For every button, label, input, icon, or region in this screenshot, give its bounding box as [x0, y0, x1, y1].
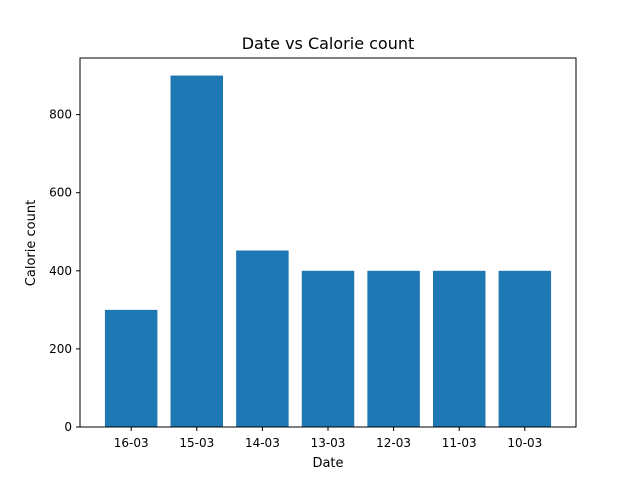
bar-12-03 — [367, 270, 420, 427]
y-tick-label: 0 — [64, 420, 72, 434]
bar-13-03 — [301, 270, 355, 427]
bar-16-03 — [104, 309, 158, 427]
x-axis-label: Date — [312, 456, 343, 471]
x-axis-ticks: 16-03 15-03 14-03 13-03 12-03 11-03 10-03 — [114, 427, 542, 450]
bars-layer — [104, 75, 552, 428]
y-tick-label: 600 — [49, 186, 72, 200]
bar-15-03 — [170, 75, 224, 428]
y-tick-label: 200 — [49, 342, 72, 356]
y-tick-label: 800 — [49, 108, 72, 122]
y-axis-ticks: 0 200 400 600 800 — [49, 108, 80, 434]
x-tick-label: 10-03 — [507, 436, 542, 450]
bar-10-03 — [498, 270, 552, 427]
bar-11-03 — [432, 270, 486, 427]
x-tick-label: 15-03 — [179, 436, 214, 450]
plot-frame — [79, 57, 577, 428]
x-tick-label: 14-03 — [245, 436, 280, 450]
x-tick-label: 11-03 — [442, 436, 477, 450]
chart-title: Date vs Calorie count — [242, 34, 415, 53]
x-tick-label: 16-03 — [114, 436, 149, 450]
y-tick-label: 400 — [49, 264, 72, 278]
y-axis-label: Calorie count — [24, 200, 39, 286]
x-tick-label: 13-03 — [311, 436, 346, 450]
x-tick-label: 12-03 — [376, 436, 411, 450]
bar-14-03 — [236, 250, 289, 427]
